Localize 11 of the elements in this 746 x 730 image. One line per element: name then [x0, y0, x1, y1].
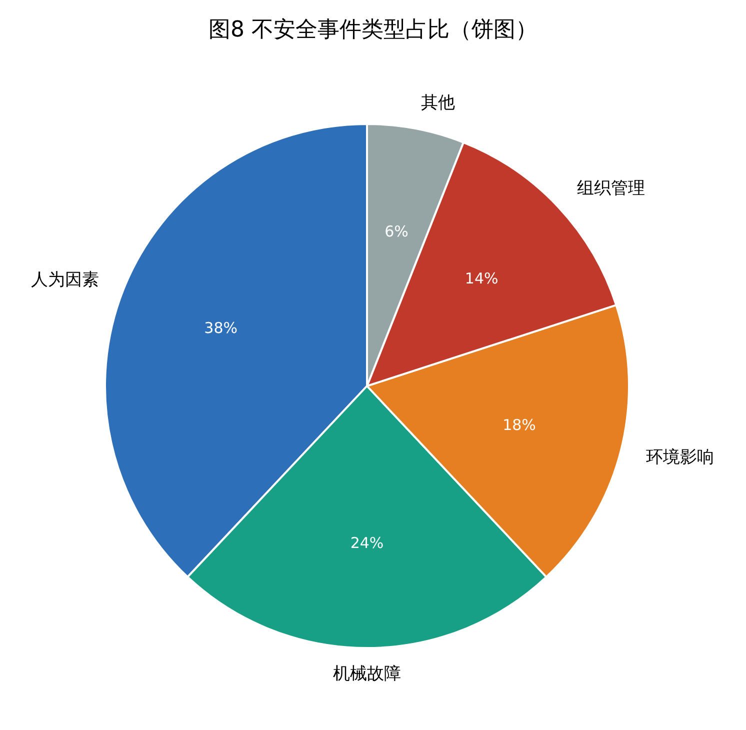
slice-label: 人为因素 — [31, 270, 100, 290]
data-label: 6% — [384, 222, 408, 241]
data-label: 24% — [350, 534, 384, 552]
slice-label: 环境影响 — [646, 448, 714, 468]
slice-label: 组织管理 — [577, 178, 646, 199]
data-label: 38% — [204, 319, 238, 338]
chart-title: 图8 不安全事件类型占比（饼图） — [208, 18, 538, 42]
slice-label: 机械故障 — [333, 664, 401, 684]
data-label: 14% — [464, 269, 498, 288]
data-label: 18% — [502, 416, 536, 434]
slice-label: 其他 — [421, 92, 456, 113]
